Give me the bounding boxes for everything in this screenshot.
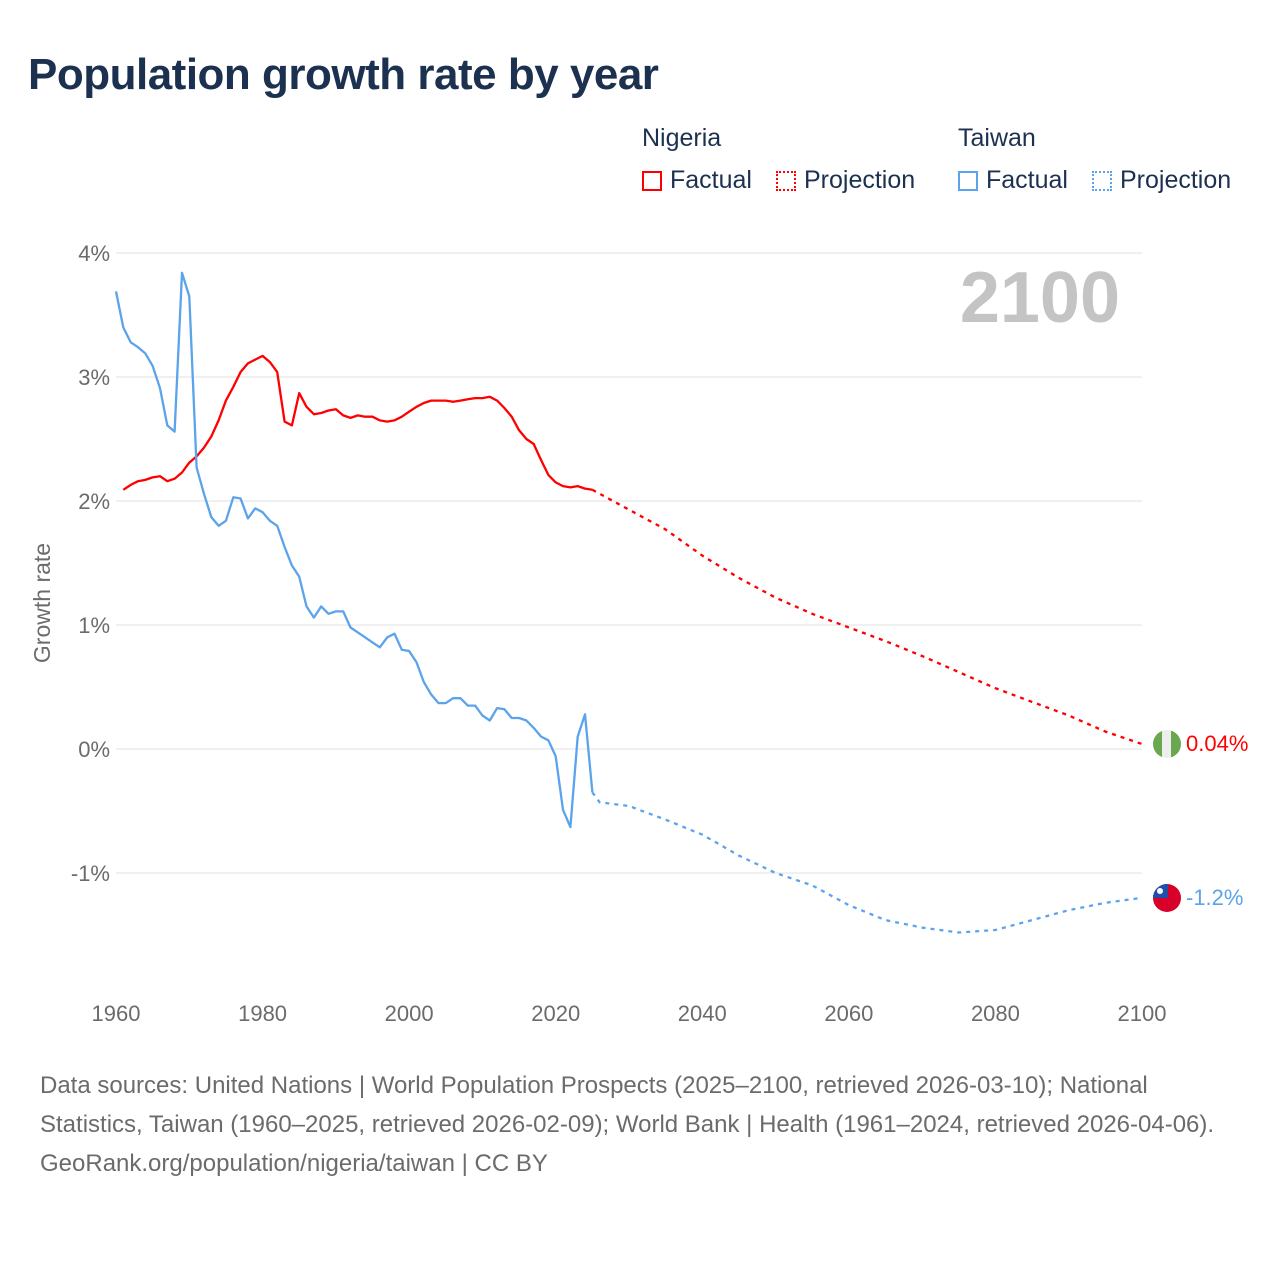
legend-item-taiwan-projection[interactable]: Projection [1092,166,1231,195]
legend-item-taiwan-factual[interactable]: Factual [958,166,1068,195]
y-tick-label: 2% [78,489,110,514]
line-chart: 4% 3% 2% 1% 0% -1% 1960 1980 2000 2020 2040 2060 208… [29,241,1248,1026]
legend-group-taiwan: Taiwan [958,124,1036,152]
x-tick-label: 2100 [1118,1001,1167,1026]
legend-group-nigeria: Nigeria [642,124,722,152]
y-axis-label: Growth rate [29,543,55,663]
chart-title: Population growth rate by year [28,50,659,99]
x-tick-label: 2020 [531,1001,580,1026]
legend-swatch-dotted [1092,170,1112,191]
y-tick-label: 3% [78,365,110,390]
legend-swatch-solid [642,170,662,191]
legend-item-nigeria-projection[interactable]: Projection [776,166,915,195]
taiwan-end-label: -1.2% [1186,885,1243,910]
legend-swatch-solid [958,170,978,191]
data-sources: Data sources: United Nations | World Pop… [40,1072,1215,1138]
y-tick-label: 0% [78,737,110,762]
x-tick-label: 2040 [678,1001,727,1026]
legend-label: Factual [986,166,1068,194]
series-line-nigeria-factual [122,354,593,491]
x-tick-label: 2080 [971,1001,1020,1026]
footer: Data sources: United Nations | World Pop… [40,1066,1250,1183]
series-line-nigeria-projection [591,488,1143,746]
nigeria-end-label: 0.04% [1186,731,1248,756]
year-watermark: 2100 [960,258,1120,338]
x-tick-label: 1980 [238,1001,287,1026]
taiwan-flag-icon [1153,884,1181,912]
legend-label: Projection [1120,166,1232,194]
y-tick-label: 1% [78,613,110,638]
y-tick-label: 4% [78,241,110,266]
legend-label: Projection [804,166,916,194]
nigeria-flag-icon [1153,730,1181,758]
series-line-taiwan-projection [591,791,1143,934]
legend-swatch-dotted [776,170,796,191]
series-line-taiwan-factual [114,271,594,829]
credit-link[interactable]: GeoRank.org/population/nigeria/taiwan | … [40,1150,548,1177]
legend-label: Factual [670,166,752,194]
x-tick-label: 2000 [385,1001,434,1026]
x-tick-label: 2060 [824,1001,873,1026]
legend-item-nigeria-factual[interactable]: Factual [642,166,752,195]
x-tick-label: 1960 [92,1001,141,1026]
y-tick-label: -1% [71,861,110,886]
